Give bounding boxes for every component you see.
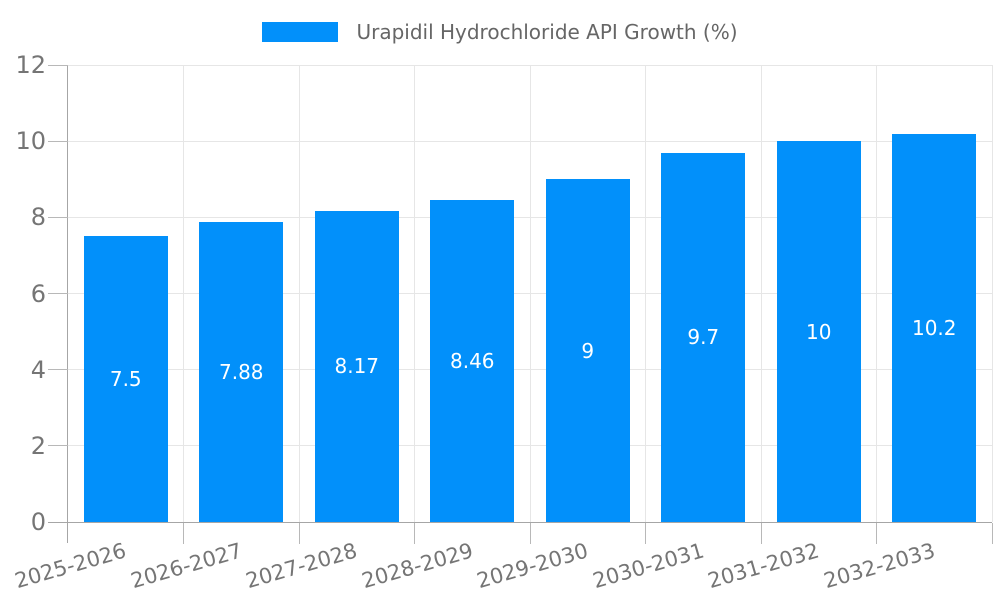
bar[interactable] <box>83 236 168 522</box>
y-axis-tick <box>48 140 68 142</box>
bar[interactable] <box>430 199 515 522</box>
bar-value-label: 9 <box>581 338 595 363</box>
x-axis-tick <box>991 523 993 544</box>
bar-value-label: 8.46 <box>449 348 495 373</box>
bar[interactable] <box>661 152 746 522</box>
gridline-vertical <box>760 65 762 522</box>
bar-value-label: 10 <box>806 319 832 344</box>
x-axis-line <box>48 522 992 523</box>
bar-value-label: 10.2 <box>911 315 957 340</box>
bar[interactable] <box>776 141 861 522</box>
x-tick-label: 2030-2031 <box>589 538 707 594</box>
bar[interactable] <box>545 179 630 522</box>
x-tick-label: 2026-2027 <box>127 538 245 594</box>
y-axis-tick <box>48 445 68 447</box>
bar[interactable] <box>314 210 399 522</box>
gridline-vertical <box>529 65 531 522</box>
y-axis-tick <box>48 293 68 294</box>
gridline-vertical <box>298 65 300 522</box>
bar-value-label: 8.17 <box>334 354 380 379</box>
legend-label: Urapidil Hydrochloride API Growth (%) <box>356 20 738 44</box>
gridline-vertical <box>645 65 646 522</box>
x-axis-tick <box>298 523 300 544</box>
x-tick-label: 2025-2026 <box>12 538 130 594</box>
legend-item[interactable]: Urapidil Hydrochloride API Growth (%) <box>0 20 1000 44</box>
y-tick-label: 12 <box>15 51 46 79</box>
x-axis-tick <box>529 523 531 544</box>
y-tick-label: 0 <box>30 508 46 536</box>
x-axis-tick <box>645 523 646 544</box>
x-tick-label: 2027-2028 <box>243 538 361 594</box>
y-tick-label: 4 <box>30 355 46 384</box>
bar-value-label: 7.88 <box>218 359 264 384</box>
bar-value-label: 9.7 <box>687 325 720 350</box>
y-axis-tick <box>48 216 68 218</box>
x-tick-label: 2032-2033 <box>820 538 938 594</box>
x-tick-label: 2029-2030 <box>474 538 592 594</box>
gridline-vertical <box>876 65 877 522</box>
y-axis-tick <box>48 64 68 66</box>
y-tick-label: 6 <box>30 279 46 308</box>
y-tick-label: 10 <box>15 127 46 156</box>
x-axis-tick <box>183 523 184 544</box>
gridline-vertical <box>183 65 184 522</box>
bar[interactable] <box>199 221 284 522</box>
y-axis-line <box>67 65 68 543</box>
x-axis-tick <box>876 523 877 544</box>
bar-value-label: 7.5 <box>109 367 142 392</box>
x-tick-label: 2028-2029 <box>358 538 476 594</box>
legend-swatch <box>262 22 339 42</box>
x-axis-tick <box>414 523 415 544</box>
x-axis-tick <box>760 523 762 544</box>
gridline-vertical <box>991 65 993 522</box>
y-tick-label: 8 <box>30 203 46 232</box>
y-axis-tick <box>48 369 68 371</box>
x-tick-label: 2031-2032 <box>705 538 823 594</box>
bar[interactable] <box>892 133 977 522</box>
y-tick-label: 2 <box>30 431 46 460</box>
gridline-vertical <box>414 65 415 522</box>
